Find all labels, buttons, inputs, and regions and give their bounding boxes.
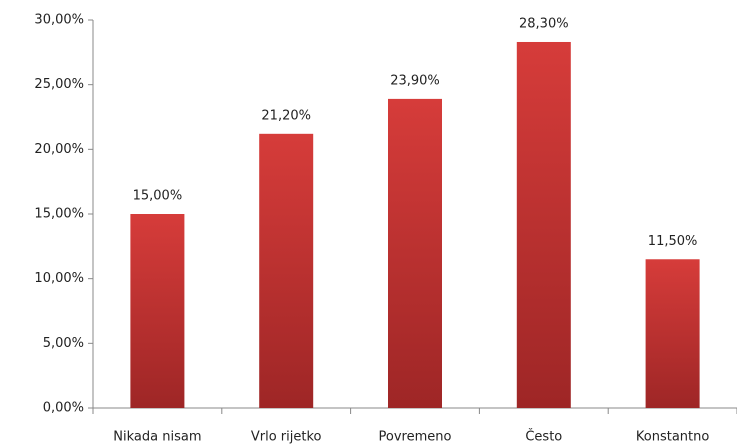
- y-tick-label: 20,00%: [34, 142, 84, 157]
- y-tick-label: 10,00%: [34, 271, 84, 286]
- bar: [259, 133, 314, 408]
- x-tick-label: Povremeno: [379, 430, 452, 445]
- y-tick-label: 5,00%: [43, 336, 84, 351]
- y-tick-label: 25,00%: [34, 77, 84, 92]
- x-tick-label: Nikada nisam: [113, 430, 201, 445]
- x-tick-label: Vrlo rijetko: [251, 430, 322, 445]
- data-label: 28,30%: [519, 16, 569, 31]
- y-tick-label: 30,00%: [34, 13, 84, 28]
- bar: [130, 214, 185, 408]
- data-label: 11,50%: [648, 234, 698, 249]
- bar: [388, 98, 442, 408]
- data-label: 21,20%: [261, 108, 311, 123]
- bar: [645, 259, 700, 408]
- data-label: 23,90%: [390, 73, 440, 88]
- y-tick-label: 15,00%: [34, 207, 84, 222]
- x-tick-label: Konstantno: [636, 430, 709, 445]
- x-tick-label: Često: [525, 429, 562, 445]
- y-tick-label: 0,00%: [43, 401, 84, 416]
- data-label: 15,00%: [133, 189, 183, 204]
- bar: [516, 41, 571, 409]
